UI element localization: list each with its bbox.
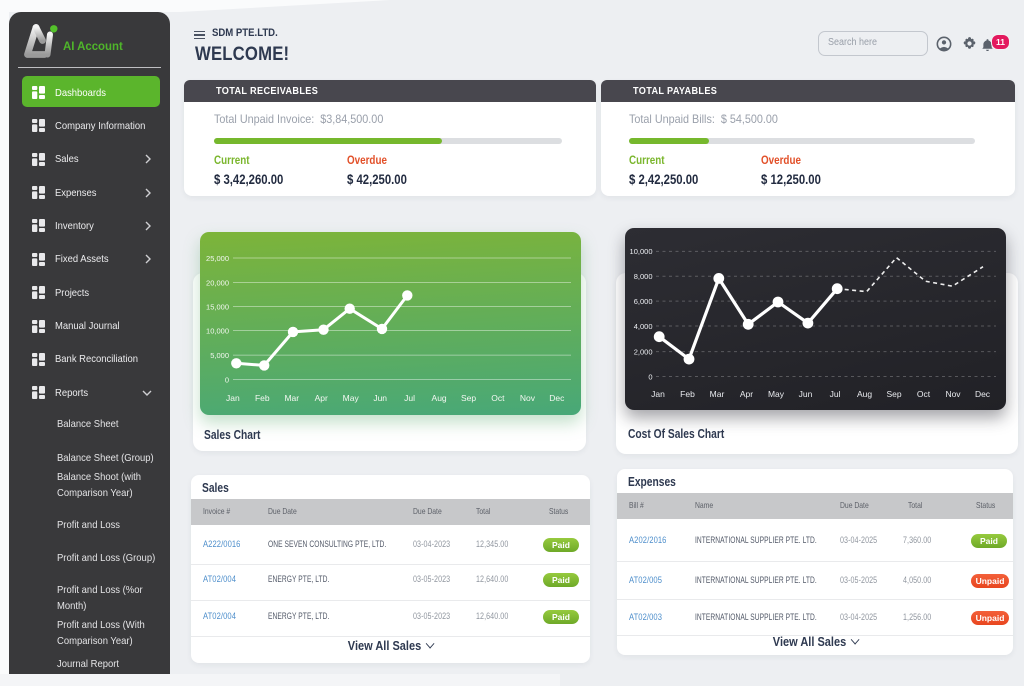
svg-text:10,000: 10,000: [630, 247, 653, 256]
svg-text:Aug: Aug: [857, 389, 872, 399]
svg-text:Dec: Dec: [975, 389, 991, 399]
svg-text:Oct: Oct: [491, 393, 505, 403]
svg-text:Nov: Nov: [520, 393, 536, 403]
svg-text:15,000: 15,000: [206, 302, 229, 311]
svg-text:Aug: Aug: [432, 393, 447, 403]
svg-text:May: May: [343, 393, 360, 403]
svg-text:Jul: Jul: [404, 393, 415, 403]
svg-text:Mar: Mar: [284, 393, 299, 403]
svg-text:Dec: Dec: [549, 393, 565, 403]
svg-text:Feb: Feb: [680, 389, 695, 399]
svg-text:Oct: Oct: [917, 389, 931, 399]
svg-text:25,000: 25,000: [206, 254, 229, 263]
svg-text:Sep: Sep: [886, 389, 901, 399]
svg-text:May: May: [768, 389, 785, 399]
svg-text:6,000: 6,000: [634, 297, 653, 306]
svg-text:Jun: Jun: [799, 389, 813, 399]
svg-text:5,000: 5,000: [210, 351, 229, 360]
svg-text:Apr: Apr: [740, 389, 753, 399]
svg-text:4,000: 4,000: [634, 322, 653, 331]
svg-text:0: 0: [648, 372, 652, 381]
svg-text:Jun: Jun: [373, 393, 387, 403]
svg-text:Jan: Jan: [226, 393, 240, 403]
svg-text:Jan: Jan: [651, 389, 665, 399]
svg-text:Mar: Mar: [710, 389, 725, 399]
svg-text:Sep: Sep: [461, 393, 476, 403]
svg-text:10,000: 10,000: [206, 326, 229, 335]
svg-text:Apr: Apr: [315, 393, 328, 403]
svg-text:2,000: 2,000: [634, 347, 653, 356]
svg-text:Feb: Feb: [255, 393, 270, 403]
svg-text:8,000: 8,000: [634, 272, 653, 281]
svg-text:Nov: Nov: [945, 389, 961, 399]
svg-text:20,000: 20,000: [206, 278, 229, 287]
svg-text:0: 0: [225, 375, 229, 384]
svg-text:Jul: Jul: [830, 389, 841, 399]
